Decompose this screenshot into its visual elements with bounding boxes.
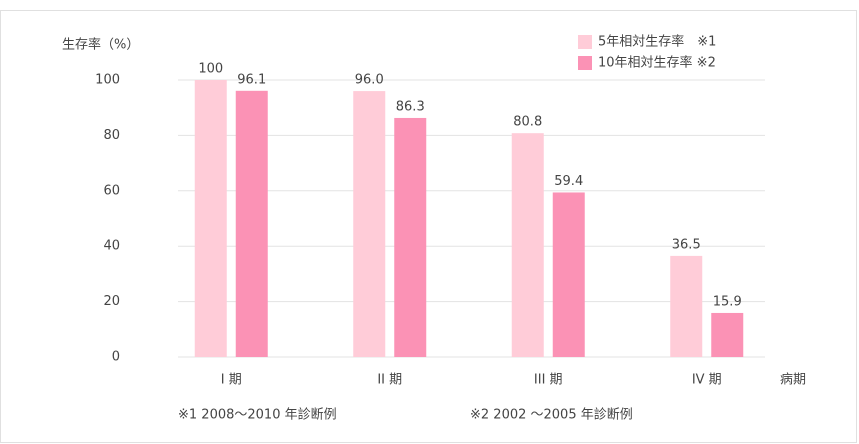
y-tick-label: 100 bbox=[95, 73, 120, 88]
legend-swatch bbox=[578, 56, 592, 70]
data-label: 96.1 bbox=[237, 72, 266, 87]
y-axis-label: 生存率（%） bbox=[62, 37, 139, 53]
legend-label: 10年相対生存率 ※2 bbox=[598, 55, 716, 71]
bar bbox=[552, 192, 585, 357]
bar bbox=[511, 133, 544, 357]
y-tick-label: 60 bbox=[103, 183, 120, 198]
data-label: 100 bbox=[198, 62, 223, 77]
data-label: 80.8 bbox=[513, 115, 542, 130]
data-label: 59.4 bbox=[554, 174, 583, 189]
x-tick-label: II 期 bbox=[377, 373, 402, 388]
footnote: ※1 2008～2010 年診断例 bbox=[178, 407, 337, 423]
bar bbox=[394, 117, 427, 357]
x-tick-label: III 期 bbox=[534, 373, 563, 388]
bar bbox=[235, 90, 268, 357]
y-tick-label: 0 bbox=[112, 350, 120, 365]
data-label: 86.3 bbox=[396, 99, 425, 114]
y-tick-label: 80 bbox=[103, 128, 120, 143]
bar bbox=[711, 312, 744, 357]
data-label: 15.9 bbox=[713, 294, 742, 309]
x-tick-label: I 期 bbox=[221, 373, 242, 388]
x-tick-label: IV 期 bbox=[692, 373, 722, 388]
x-axis-label: 病期 bbox=[780, 373, 806, 388]
data-label: 36.5 bbox=[672, 237, 701, 252]
legend-swatch bbox=[578, 35, 592, 49]
footnote: ※2 2002 ～2005 年診断例 bbox=[470, 407, 633, 423]
bar bbox=[353, 91, 386, 357]
bar bbox=[670, 255, 703, 357]
data-label: 96.0 bbox=[355, 73, 384, 88]
bar bbox=[194, 80, 227, 357]
y-tick-label: 40 bbox=[103, 239, 120, 254]
frame bbox=[0, 10, 857, 443]
y-tick-label: 20 bbox=[103, 294, 120, 309]
legend-label: 5年相対生存率 ※1 bbox=[598, 34, 716, 50]
